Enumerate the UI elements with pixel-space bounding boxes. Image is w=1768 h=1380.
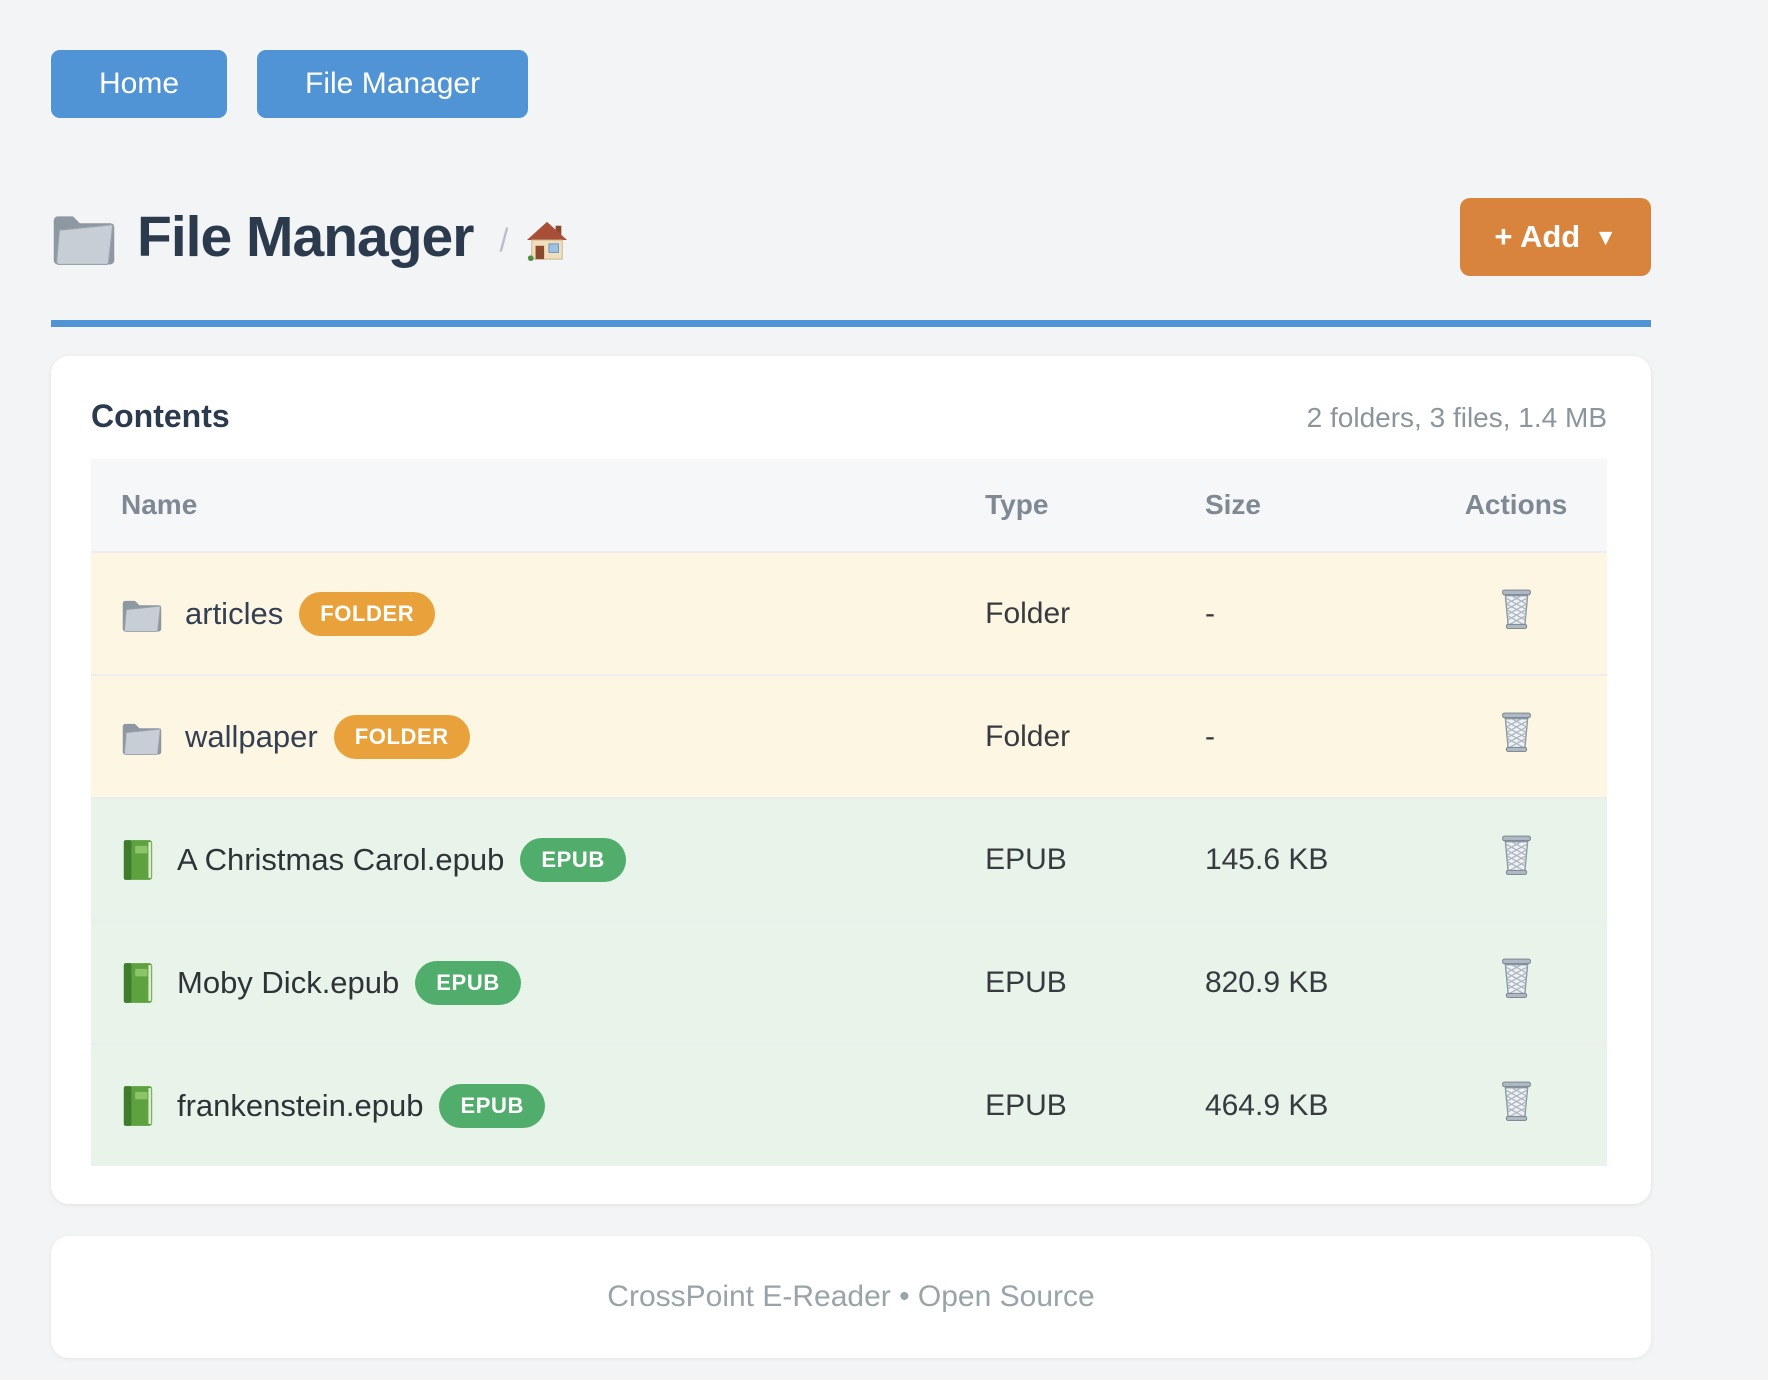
breadcrumb-separator: / xyxy=(499,221,509,258)
add-button[interactable]: + Add ▼ xyxy=(1460,198,1651,276)
type-cell: EPUB xyxy=(985,842,1067,876)
card-header: Contents 2 folders, 3 files, 1.4 MB xyxy=(91,398,1607,435)
chevron-down-icon: ▼ xyxy=(1594,223,1617,250)
type-badge: EPUB xyxy=(415,960,521,1005)
page-header: File Manager / + Add ▼ xyxy=(51,198,1651,276)
folder-icon xyxy=(53,216,115,265)
type-badge: EPUB xyxy=(520,837,626,882)
delete-button[interactable] xyxy=(1498,956,1535,1001)
book-icon xyxy=(123,839,153,880)
column-header-name: Name xyxy=(91,459,956,552)
file-name-link[interactable]: wallpaper xyxy=(185,718,318,754)
column-header-size: Size xyxy=(1174,459,1426,552)
add-button-label: + Add xyxy=(1494,219,1581,254)
trash-icon xyxy=(1501,835,1531,875)
delete-button[interactable] xyxy=(1498,833,1535,878)
home-breadcrumb-icon[interactable] xyxy=(526,220,568,262)
file-name-link[interactable]: frankenstein.epub xyxy=(177,1087,424,1123)
book-icon xyxy=(123,1085,153,1126)
file-name-link[interactable]: articles xyxy=(185,595,284,631)
page-title: File Manager xyxy=(137,205,474,269)
file-name-link[interactable]: Moby Dick.epub xyxy=(177,964,400,1000)
type-badge: FOLDER xyxy=(299,591,436,636)
header-divider xyxy=(51,320,1651,327)
table-row: articles FOLDER Folder - xyxy=(91,552,1607,675)
contents-summary: 2 folders, 3 files, 1.4 MB xyxy=(1306,402,1607,433)
type-cell: EPUB xyxy=(985,965,1067,999)
contents-card: Contents 2 folders, 3 files, 1.4 MB Name… xyxy=(51,356,1651,1204)
size-cell: 145.6 KB xyxy=(1204,842,1329,876)
column-header-actions: Actions xyxy=(1425,459,1607,552)
trash-icon xyxy=(1501,589,1531,629)
size-cell: 820.9 KB xyxy=(1204,965,1329,999)
file-manager-button[interactable]: File Manager xyxy=(257,50,529,118)
trash-icon xyxy=(1501,712,1531,752)
file-table: Name Type Size Actions articles FOLDER Fold xyxy=(91,459,1607,1166)
size-cell: - xyxy=(1204,719,1215,753)
type-cell: Folder xyxy=(985,596,1071,630)
footer-text: CrossPoint E-Reader • Open Source xyxy=(607,1280,1095,1313)
page-content: Home File Manager File Manager / + Add ▼ xyxy=(51,0,1651,1358)
folder-icon xyxy=(122,600,162,632)
delete-button[interactable] xyxy=(1498,587,1535,632)
type-badge: EPUB xyxy=(439,1083,545,1128)
trash-icon xyxy=(1501,1081,1531,1121)
table-row: Moby Dick.epub EPUB EPUB 820.9 KB xyxy=(91,921,1607,1044)
type-cell: EPUB xyxy=(985,1088,1067,1122)
top-nav: Home File Manager xyxy=(51,50,1651,118)
home-button[interactable]: Home xyxy=(51,50,228,118)
type-cell: Folder xyxy=(985,719,1071,753)
table-row: A Christmas Carol.epub EPUB EPUB 145.6 K… xyxy=(91,798,1607,921)
column-header-type: Type xyxy=(955,459,1175,552)
table-row: frankenstein.epub EPUB EPUB 464.9 KB xyxy=(91,1044,1607,1166)
delete-button[interactable] xyxy=(1498,710,1535,755)
size-cell: - xyxy=(1204,596,1215,630)
book-icon xyxy=(123,962,153,1003)
size-cell: 464.9 KB xyxy=(1204,1088,1329,1122)
table-header: Name Type Size Actions xyxy=(91,459,1607,552)
file-name-link[interactable]: A Christmas Carol.epub xyxy=(177,841,505,877)
delete-button[interactable] xyxy=(1498,1079,1535,1124)
footer: CrossPoint E-Reader • Open Source xyxy=(51,1236,1651,1358)
trash-icon xyxy=(1501,958,1531,998)
contents-heading: Contents xyxy=(91,398,230,434)
folder-icon xyxy=(122,723,162,755)
title-group: File Manager / xyxy=(51,204,568,270)
type-badge: FOLDER xyxy=(333,714,470,759)
table-row: wallpaper FOLDER Folder - xyxy=(91,675,1607,798)
